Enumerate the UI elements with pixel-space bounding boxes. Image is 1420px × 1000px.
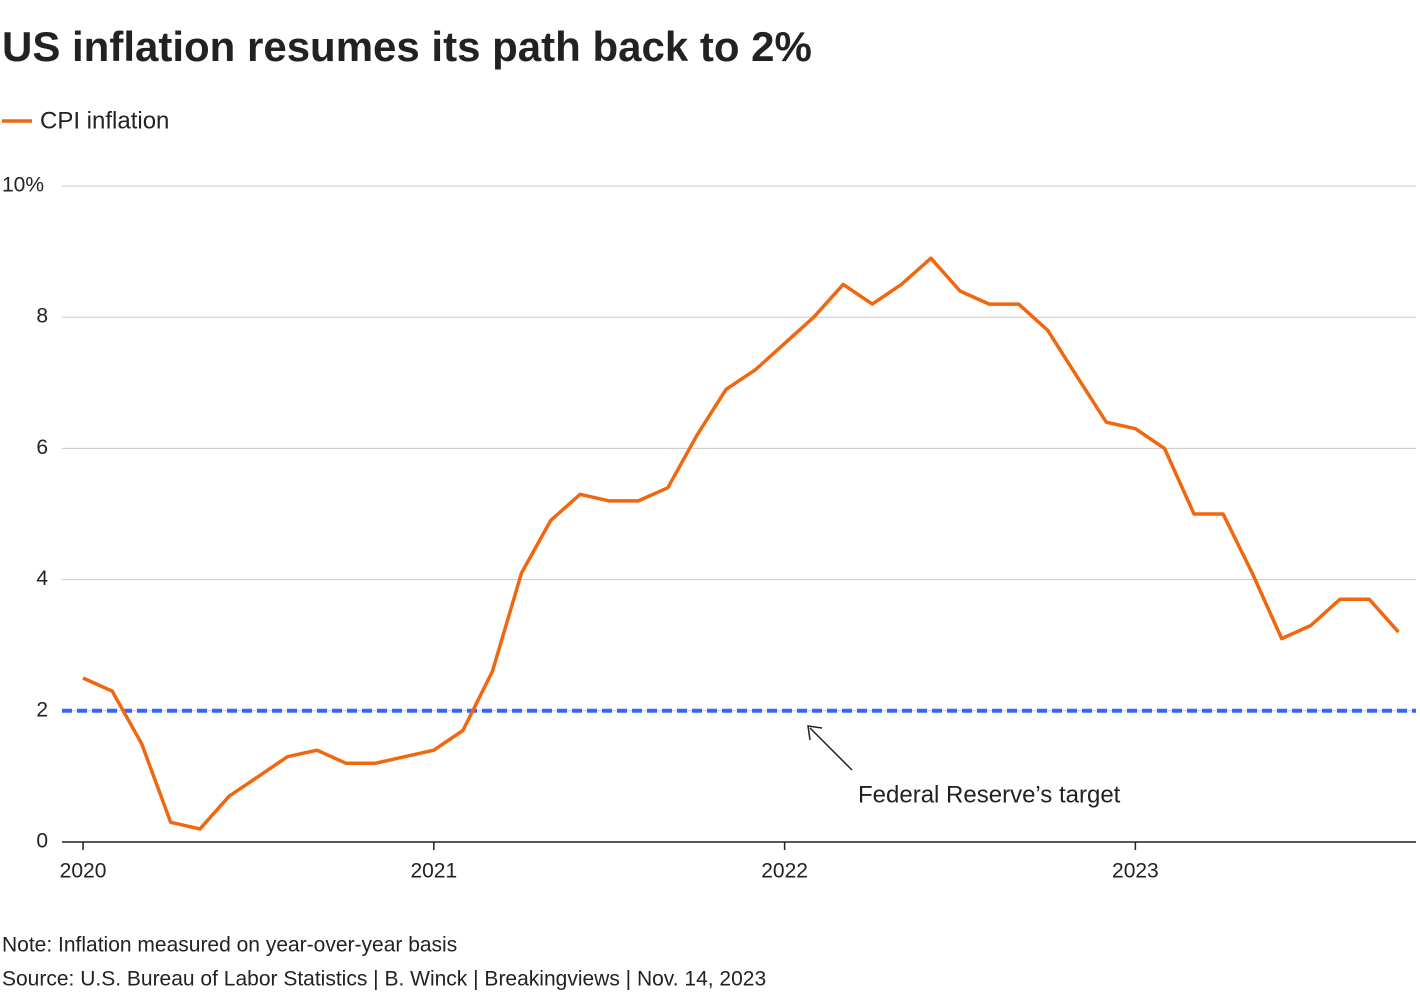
y-tick-label: 4: [36, 567, 48, 590]
source: Source: U.S. Bureau of Labor Statistics …: [2, 968, 766, 991]
series-line: [82, 256, 1400, 831]
y-tick-label: 10%: [2, 174, 44, 197]
y-tick-label: 6: [36, 436, 48, 459]
chart-title: US inflation resumes its path back to 2%: [2, 23, 812, 70]
note: Note: Inflation measured on year-over-ye…: [2, 934, 457, 957]
y-tick-label: 2: [36, 698, 48, 721]
legend-label: CPI inflation: [40, 107, 169, 134]
y-tick-label: 8: [36, 305, 48, 328]
annotation-arrow: [809, 727, 853, 771]
x-tick-label: 2021: [410, 860, 457, 883]
x-tick-label: 2022: [761, 860, 808, 883]
annotation: Federal Reserve’s target: [858, 781, 1121, 808]
x-tick-label: 2023: [1112, 860, 1159, 883]
annotation-arrowhead: [807, 725, 823, 741]
y-tick-label: 0: [36, 830, 48, 853]
x-tick-label: 2020: [60, 860, 107, 883]
